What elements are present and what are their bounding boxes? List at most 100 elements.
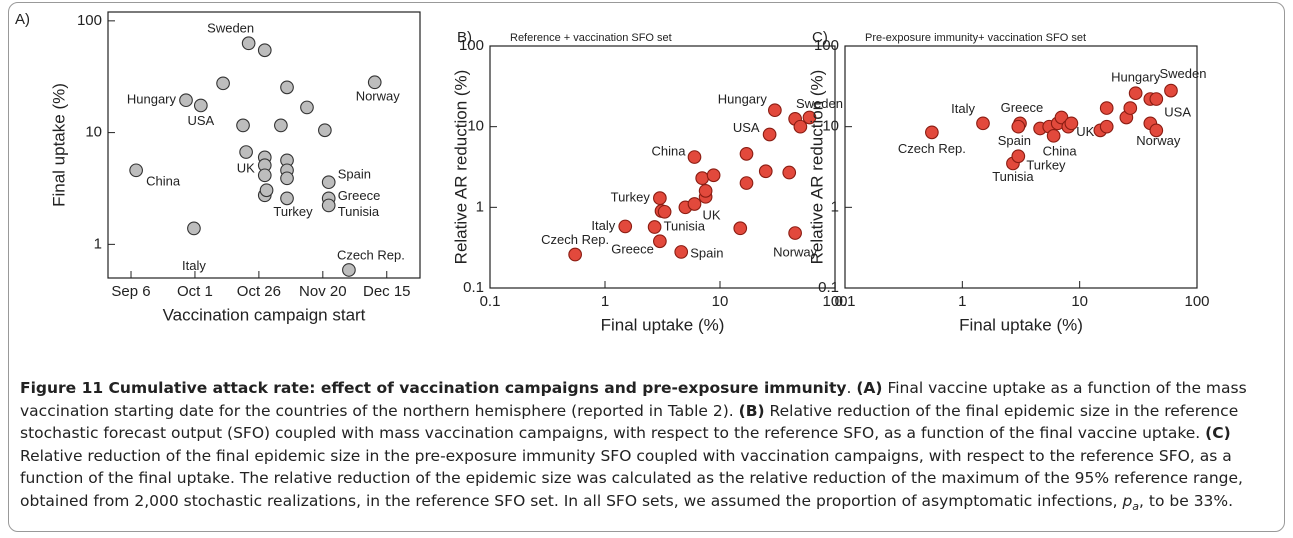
point-label: China [146, 174, 181, 189]
data-point [1164, 83, 1178, 98]
panel-label: A) [15, 11, 30, 28]
y-tick-label: 100 [814, 37, 839, 54]
caption-text: (C) [1205, 424, 1231, 443]
data-point [179, 93, 193, 108]
point-label: Italy [951, 101, 975, 116]
x-tick-label: Dec 15 [363, 283, 411, 300]
plot-frame [489, 45, 836, 289]
caption-text: (B) [738, 401, 765, 420]
x-tick-label: 0.1 [835, 293, 856, 310]
panel-label: B) [457, 29, 472, 46]
data-point [1011, 149, 1026, 164]
data-point [653, 191, 667, 205]
data-point [1054, 110, 1069, 125]
x-axis-label: Final uptake (%) [601, 315, 725, 334]
data-point [280, 171, 294, 186]
point-label: Hungary [127, 92, 177, 107]
point-label: UK [702, 207, 720, 222]
caption-text: Relative reduction of the final epidemic… [20, 446, 1243, 510]
data-point [129, 163, 143, 178]
point-label: Turkey [1026, 158, 1066, 173]
caption-text: a [1132, 500, 1140, 514]
data-point [257, 168, 272, 183]
panel-subtitle: Pre-exposure immunity+ vaccination SFO s… [865, 32, 1086, 44]
data-point [367, 75, 382, 90]
data-point [342, 263, 356, 277]
point-label: Spain [998, 133, 1031, 148]
x-tick-label: 1 [601, 293, 609, 310]
x-tick-label: 10 [1071, 293, 1088, 310]
point-label: Turkey [611, 190, 651, 205]
caption-text: , to be 33%. [1139, 491, 1234, 510]
x-tick-label: Nov 20 [299, 283, 347, 300]
point-label: Greece [338, 188, 381, 203]
y-tick-label: 10 [467, 118, 484, 135]
point-label: USA [187, 113, 214, 128]
data-point [280, 80, 294, 95]
y-tick-label: 1 [831, 198, 839, 215]
data-point [687, 197, 702, 211]
caption-text: (A) [856, 379, 883, 397]
data-point [976, 116, 990, 131]
data-point [187, 221, 201, 236]
caption-text: . [846, 379, 857, 397]
y-tick-label: 10 [822, 118, 839, 135]
data-point [802, 110, 817, 125]
data-point [280, 191, 294, 206]
data-point [1099, 101, 1114, 115]
data-point [695, 171, 710, 186]
data-point [758, 164, 773, 179]
data-point [788, 226, 802, 240]
point-label: Czech Rep. [898, 141, 966, 156]
point-label: Sweden [796, 96, 843, 111]
y-tick-label: 10 [85, 124, 102, 141]
data-point [239, 145, 253, 159]
data-point [259, 183, 274, 198]
data-point [618, 219, 633, 234]
x-tick-label: 10 [712, 293, 729, 310]
point-label: USA [733, 120, 760, 135]
point-label: Greece [1001, 100, 1044, 115]
data-point [193, 98, 208, 113]
x-axis-label: Final uptake (%) [959, 315, 1083, 334]
y-tick-label: 0.1 [463, 279, 484, 296]
point-label: Norway [356, 89, 401, 104]
y-axis-label: Relative AR reduction (%) [807, 70, 826, 265]
x-tick-label: Sep 6 [111, 283, 150, 300]
caption: Figure 11 Cumulative attack rate: effect… [20, 377, 1278, 519]
point-label: China [1043, 143, 1078, 158]
data-point [706, 168, 721, 183]
panel-subtitle: Reference + vaccination SFO set [510, 32, 672, 44]
y-tick-label: 0.1 [818, 279, 839, 296]
x-tick-label: 100 [1184, 293, 1209, 310]
charts: A) Sep 6 Oct 1 Oct 26 Nov 20 Dec 15 1 10 100 Vacc… [15, 11, 1210, 335]
data-point [1011, 119, 1026, 134]
data-point [647, 220, 662, 234]
x-tick-label: 1 [958, 293, 966, 310]
y-tick-label: 1 [476, 198, 484, 215]
x-tick-label: Oct 1 [177, 283, 213, 300]
plot-frame [107, 11, 421, 279]
point-label: Czech Rep. [541, 232, 609, 247]
point-label: Czech Rep. [337, 247, 405, 262]
point-label: UK [1076, 124, 1094, 139]
point-label: USA [1164, 104, 1191, 119]
data-point [739, 147, 754, 161]
x-axis-label: Vaccination campaign start [163, 305, 366, 324]
data-point [568, 247, 582, 262]
point-label: Italy [182, 258, 206, 273]
data-point [274, 118, 288, 133]
point-label: Greece [611, 242, 654, 257]
point-label: UK [237, 161, 255, 176]
data-point [257, 43, 272, 58]
x-tick-label: 100 [822, 293, 847, 310]
x-tick-label: Oct 26 [237, 283, 281, 300]
point-label: Norway [773, 244, 818, 259]
data-point [321, 198, 336, 213]
data-point [318, 123, 332, 138]
point-label: Hungary [1111, 70, 1161, 85]
data-point [236, 118, 250, 133]
point-label: Tunisia [992, 169, 1034, 184]
data-point [1099, 119, 1114, 134]
